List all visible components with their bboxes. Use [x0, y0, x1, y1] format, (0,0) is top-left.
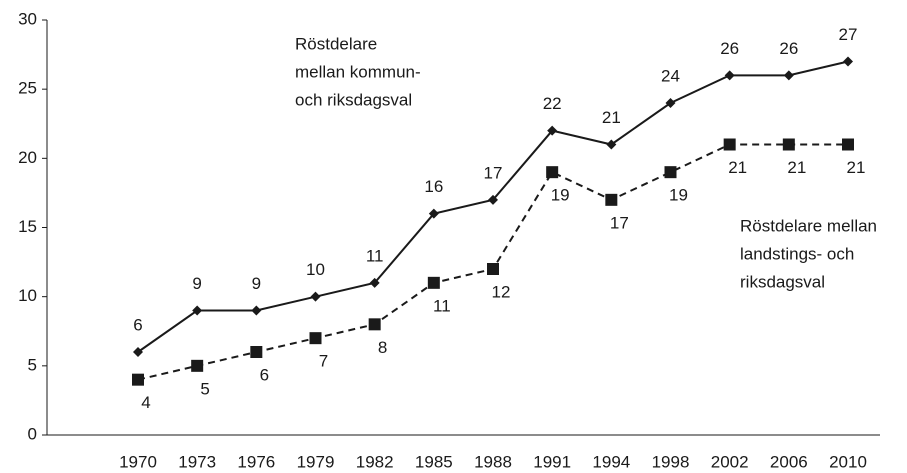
marker: [427, 276, 440, 289]
data-label: 7: [319, 352, 328, 371]
data-label: 21: [787, 158, 806, 177]
y-tick-label: 10: [18, 286, 37, 305]
y-tick-label: 25: [18, 79, 37, 98]
data-label: 11: [366, 246, 384, 265]
y-tick-label: 15: [18, 217, 37, 236]
marker: [369, 277, 380, 288]
data-label: 21: [847, 158, 866, 177]
data-label: 19: [551, 186, 570, 205]
y-tick-label: 20: [18, 148, 37, 167]
data-label: 5: [200, 379, 209, 398]
data-label: 8: [378, 338, 387, 357]
marker: [133, 347, 143, 357]
x-tick-label: 1991: [533, 452, 571, 468]
marker: [428, 208, 439, 219]
data-label: 6: [133, 315, 142, 334]
marker: [546, 166, 559, 179]
marker: [783, 70, 794, 81]
marker: [605, 193, 618, 206]
data-label: 10: [306, 260, 325, 279]
data-label: 19: [669, 186, 688, 205]
marker: [606, 139, 617, 150]
x-tick-label: 2006: [770, 452, 808, 468]
marker: [487, 263, 499, 275]
x-tick-label: 2010: [829, 452, 867, 468]
marker: [488, 194, 498, 205]
x-tick-label: 1976: [237, 452, 275, 468]
data-label: 22: [543, 94, 562, 113]
y-tick-label: 5: [28, 355, 37, 374]
series-line: [137, 60, 849, 353]
series-label: landstings- och: [740, 244, 854, 263]
data-label: 27: [839, 25, 858, 44]
series-label: och riksdagsval: [295, 90, 412, 109]
x-tick-label: 1994: [592, 452, 630, 468]
data-label: 4: [141, 393, 150, 412]
marker: [310, 291, 321, 302]
series-label: Röstdelare: [295, 34, 377, 53]
marker: [782, 138, 795, 151]
data-label: 11: [433, 296, 451, 315]
data-label: 9: [252, 274, 261, 293]
marker: [724, 70, 735, 81]
x-tick-label: 1988: [474, 452, 512, 468]
data-label: 16: [424, 177, 443, 196]
x-tick-label: 1985: [415, 452, 453, 468]
data-label: 21: [728, 158, 747, 177]
data-label: 26: [720, 39, 739, 58]
marker: [132, 373, 144, 386]
data-label: 17: [610, 213, 629, 232]
marker: [192, 305, 203, 316]
marker: [191, 359, 204, 372]
marker: [251, 305, 262, 316]
x-tick-label: 1998: [652, 452, 690, 468]
y-tick-label: 30: [18, 9, 37, 28]
series-label: riksdagsval: [740, 272, 825, 291]
marker: [250, 346, 263, 358]
data-label: 21: [602, 108, 621, 127]
data-label: 26: [779, 39, 798, 58]
marker: [723, 138, 736, 151]
series-label: mellan kommun-: [295, 62, 421, 81]
x-tick-label: 1973: [178, 452, 216, 468]
y-tick-label: 0: [28, 424, 37, 443]
marker: [664, 166, 677, 179]
data-label: 9: [192, 274, 201, 293]
data-label: 12: [492, 282, 511, 301]
marker: [309, 332, 322, 345]
marker: [547, 125, 558, 136]
data-label: 24: [661, 66, 680, 85]
series-label: Röstdelare mellan: [740, 216, 877, 235]
marker: [843, 56, 853, 67]
marker: [665, 98, 676, 108]
data-label: 6: [260, 365, 269, 384]
x-tick-label: 1970: [119, 452, 157, 468]
data-label: 17: [484, 163, 503, 182]
x-tick-label: 2002: [711, 452, 749, 468]
marker: [842, 138, 854, 151]
x-tick-label: 1982: [356, 452, 394, 468]
marker: [368, 318, 381, 331]
x-tick-label: 1979: [297, 452, 335, 468]
